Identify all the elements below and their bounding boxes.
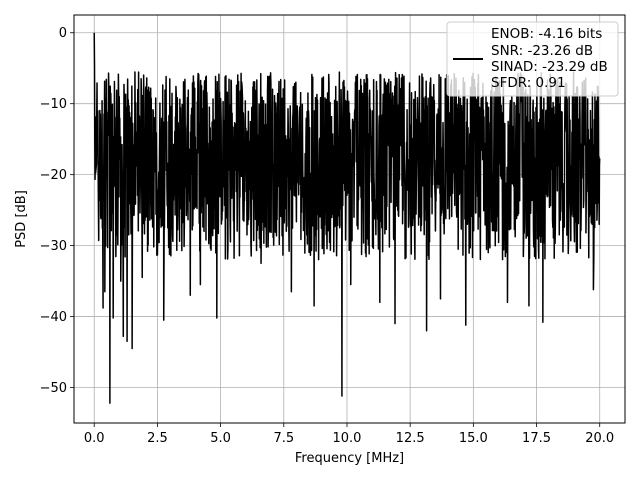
legend-box <box>446 21 619 97</box>
y-tick-label: 0 <box>59 26 67 41</box>
plot-frame <box>73 14 626 424</box>
y-tick-label: −10 <box>40 97 67 112</box>
ticks: 0.0 2.5 5.0 7.5 10.0 12.5 15.0 17.5 20.0 0 −10 −20 −… <box>40 26 615 446</box>
x-tick-label: 5.0 <box>210 431 231 446</box>
legend-line-enob: ENOB: -4.16 bits <box>491 26 602 42</box>
x-tick-label: 2.5 <box>147 431 168 446</box>
x-tick-label: 7.5 <box>273 431 294 446</box>
y-tick-label: −20 <box>40 168 67 183</box>
legend: ENOB: -4.16 bits SNR: -23.26 dB SINAD: -… <box>446 21 619 97</box>
legend-line-sinad: SINAD: -23.29 dB <box>491 59 608 75</box>
legend-line-snr: SNR: -23.26 dB <box>491 43 593 59</box>
x-axis-label: Frequency [MHz] <box>295 451 404 466</box>
x-tick-label: 0.0 <box>84 431 105 446</box>
series-layer <box>93 32 601 404</box>
legend-line-sfdr: SFDR: 0.91 <box>491 75 566 91</box>
x-tick-label: 10.0 <box>332 431 361 446</box>
x-tick-label: 20.0 <box>585 431 614 446</box>
x-tick-label: 17.5 <box>522 431 551 446</box>
x-tick-label: 12.5 <box>396 431 425 446</box>
y-tick-label: −30 <box>40 239 67 254</box>
y-tick-label: −40 <box>40 310 67 325</box>
psd-series-line <box>93 32 601 404</box>
x-tick-label: 15.0 <box>459 431 488 446</box>
y-tick-label: −50 <box>40 381 67 396</box>
y-axis-label: PSD [dB] <box>14 190 29 248</box>
